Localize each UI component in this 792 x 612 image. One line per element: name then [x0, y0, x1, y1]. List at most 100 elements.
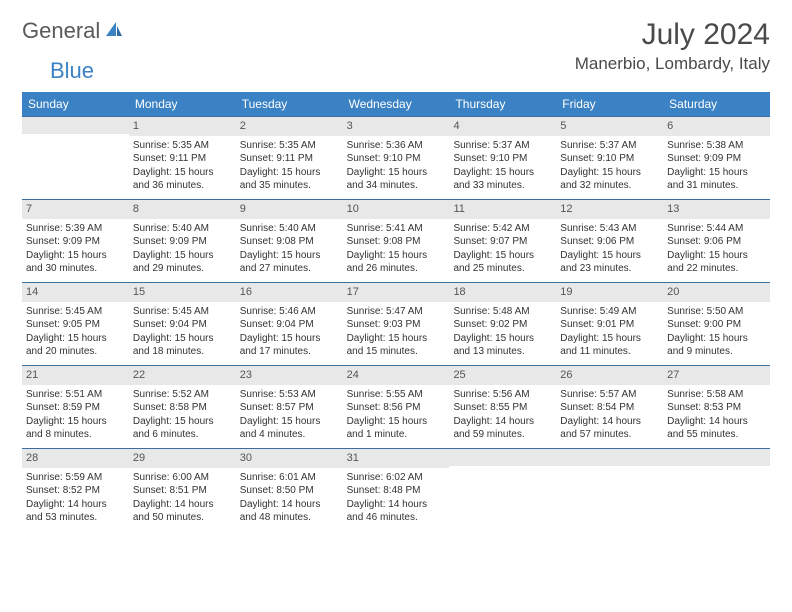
daylight-line-1: Daylight: 14 hours [26, 498, 125, 512]
day-number: 4 [449, 117, 556, 136]
day-number: 28 [22, 449, 129, 468]
day-number [449, 449, 556, 466]
daylight-line-1: Daylight: 15 hours [667, 332, 766, 346]
day-number [556, 449, 663, 466]
sunset-line: Sunset: 9:06 PM [667, 235, 766, 249]
daylight-line-1: Daylight: 15 hours [453, 332, 552, 346]
daylight-line-1: Daylight: 15 hours [26, 249, 125, 263]
day-details: Sunrise: 5:43 AMSunset: 9:06 PMDaylight:… [556, 219, 663, 282]
sunrise-line: Sunrise: 5:49 AM [560, 305, 659, 319]
day-details: Sunrise: 5:55 AMSunset: 8:56 PMDaylight:… [343, 385, 450, 448]
daylight-line-2: and 50 minutes. [133, 511, 232, 525]
sunset-line: Sunset: 8:55 PM [453, 401, 552, 415]
sunrise-line: Sunrise: 5:45 AM [26, 305, 125, 319]
daylight-line-2: and 18 minutes. [133, 345, 232, 359]
day-details: Sunrise: 6:02 AMSunset: 8:48 PMDaylight:… [343, 468, 450, 531]
calendar-week-row: 14Sunrise: 5:45 AMSunset: 9:05 PMDayligh… [22, 282, 770, 365]
day-number: 23 [236, 366, 343, 385]
sunrise-line: Sunrise: 5:39 AM [26, 222, 125, 236]
day-number: 31 [343, 449, 450, 468]
calendar-day-cell: 26Sunrise: 5:57 AMSunset: 8:54 PMDayligh… [556, 366, 663, 448]
day-number: 24 [343, 366, 450, 385]
sunset-line: Sunset: 9:09 PM [667, 152, 766, 166]
daylight-line-1: Daylight: 15 hours [347, 166, 446, 180]
day-details: Sunrise: 5:50 AMSunset: 9:00 PMDaylight:… [663, 302, 770, 365]
calendar-week-row: 21Sunrise: 5:51 AMSunset: 8:59 PMDayligh… [22, 365, 770, 448]
sunrise-line: Sunrise: 5:35 AM [240, 139, 339, 153]
day-number: 26 [556, 366, 663, 385]
sunrise-line: Sunrise: 5:45 AM [133, 305, 232, 319]
calendar-day-cell: 13Sunrise: 5:44 AMSunset: 9:06 PMDayligh… [663, 200, 770, 282]
daylight-line-2: and 36 minutes. [133, 179, 232, 193]
logo-sail-icon [104, 20, 124, 43]
daylight-line-2: and 30 minutes. [26, 262, 125, 276]
sunset-line: Sunset: 8:56 PM [347, 401, 446, 415]
daylight-line-1: Daylight: 14 hours [133, 498, 232, 512]
day-number: 19 [556, 283, 663, 302]
daylight-line-1: Daylight: 15 hours [26, 415, 125, 429]
calendar-day-cell: 17Sunrise: 5:47 AMSunset: 9:03 PMDayligh… [343, 283, 450, 365]
calendar-day-cell: 4Sunrise: 5:37 AMSunset: 9:10 PMDaylight… [449, 117, 556, 199]
calendar-day-cell [556, 449, 663, 531]
day-number: 2 [236, 117, 343, 136]
daylight-line-1: Daylight: 15 hours [133, 415, 232, 429]
sunrise-line: Sunrise: 5:58 AM [667, 388, 766, 402]
calendar-day-cell: 3Sunrise: 5:36 AMSunset: 9:10 PMDaylight… [343, 117, 450, 199]
sunrise-line: Sunrise: 5:42 AM [453, 222, 552, 236]
day-number: 29 [129, 449, 236, 468]
daylight-line-1: Daylight: 15 hours [667, 249, 766, 263]
daylight-line-1: Daylight: 15 hours [347, 415, 446, 429]
day-number: 22 [129, 366, 236, 385]
calendar-day-cell: 18Sunrise: 5:48 AMSunset: 9:02 PMDayligh… [449, 283, 556, 365]
weeks-container: 1Sunrise: 5:35 AMSunset: 9:11 PMDaylight… [22, 116, 770, 531]
day-number: 13 [663, 200, 770, 219]
sunset-line: Sunset: 9:02 PM [453, 318, 552, 332]
daylight-line-1: Daylight: 15 hours [133, 249, 232, 263]
sunrise-line: Sunrise: 5:53 AM [240, 388, 339, 402]
sunset-line: Sunset: 9:09 PM [133, 235, 232, 249]
sunset-line: Sunset: 9:09 PM [26, 235, 125, 249]
daylight-line-2: and 59 minutes. [453, 428, 552, 442]
sunrise-line: Sunrise: 5:47 AM [347, 305, 446, 319]
calendar-day-cell: 1Sunrise: 5:35 AMSunset: 9:11 PMDaylight… [129, 117, 236, 199]
weekday-header: Tuesday [236, 92, 343, 116]
sunset-line: Sunset: 8:50 PM [240, 484, 339, 498]
calendar-day-cell: 11Sunrise: 5:42 AMSunset: 9:07 PMDayligh… [449, 200, 556, 282]
day-number: 7 [22, 200, 129, 219]
daylight-line-1: Daylight: 15 hours [26, 332, 125, 346]
day-details: Sunrise: 5:49 AMSunset: 9:01 PMDaylight:… [556, 302, 663, 365]
month-title: July 2024 [575, 18, 770, 52]
daylight-line-1: Daylight: 15 hours [240, 249, 339, 263]
sunset-line: Sunset: 8:58 PM [133, 401, 232, 415]
day-number: 12 [556, 200, 663, 219]
daylight-line-2: and 9 minutes. [667, 345, 766, 359]
day-number [22, 117, 129, 134]
sunset-line: Sunset: 9:01 PM [560, 318, 659, 332]
daylight-line-2: and 48 minutes. [240, 511, 339, 525]
calendar-day-cell [22, 117, 129, 199]
day-details: Sunrise: 5:58 AMSunset: 8:53 PMDaylight:… [663, 385, 770, 448]
calendar-day-cell: 19Sunrise: 5:49 AMSunset: 9:01 PMDayligh… [556, 283, 663, 365]
day-details: Sunrise: 5:59 AMSunset: 8:52 PMDaylight:… [22, 468, 129, 531]
calendar-grid: Sunday Monday Tuesday Wednesday Thursday… [22, 92, 770, 531]
day-details: Sunrise: 5:41 AMSunset: 9:08 PMDaylight:… [343, 219, 450, 282]
sunrise-line: Sunrise: 5:37 AM [560, 139, 659, 153]
day-details: Sunrise: 5:35 AMSunset: 9:11 PMDaylight:… [236, 136, 343, 199]
sunset-line: Sunset: 9:11 PM [240, 152, 339, 166]
daylight-line-2: and 13 minutes. [453, 345, 552, 359]
day-details: Sunrise: 5:45 AMSunset: 9:04 PMDaylight:… [129, 302, 236, 365]
calendar-day-cell: 28Sunrise: 5:59 AMSunset: 8:52 PMDayligh… [22, 449, 129, 531]
weekday-header: Friday [556, 92, 663, 116]
day-details: Sunrise: 5:39 AMSunset: 9:09 PMDaylight:… [22, 219, 129, 282]
sunrise-line: Sunrise: 5:41 AM [347, 222, 446, 236]
day-number: 3 [343, 117, 450, 136]
daylight-line-2: and 22 minutes. [667, 262, 766, 276]
daylight-line-2: and 15 minutes. [347, 345, 446, 359]
sunrise-line: Sunrise: 5:50 AM [667, 305, 766, 319]
logo: General [22, 18, 127, 44]
calendar-day-cell: 20Sunrise: 5:50 AMSunset: 9:00 PMDayligh… [663, 283, 770, 365]
sunrise-line: Sunrise: 5:43 AM [560, 222, 659, 236]
daylight-line-2: and 4 minutes. [240, 428, 339, 442]
sunset-line: Sunset: 9:10 PM [560, 152, 659, 166]
day-number: 8 [129, 200, 236, 219]
